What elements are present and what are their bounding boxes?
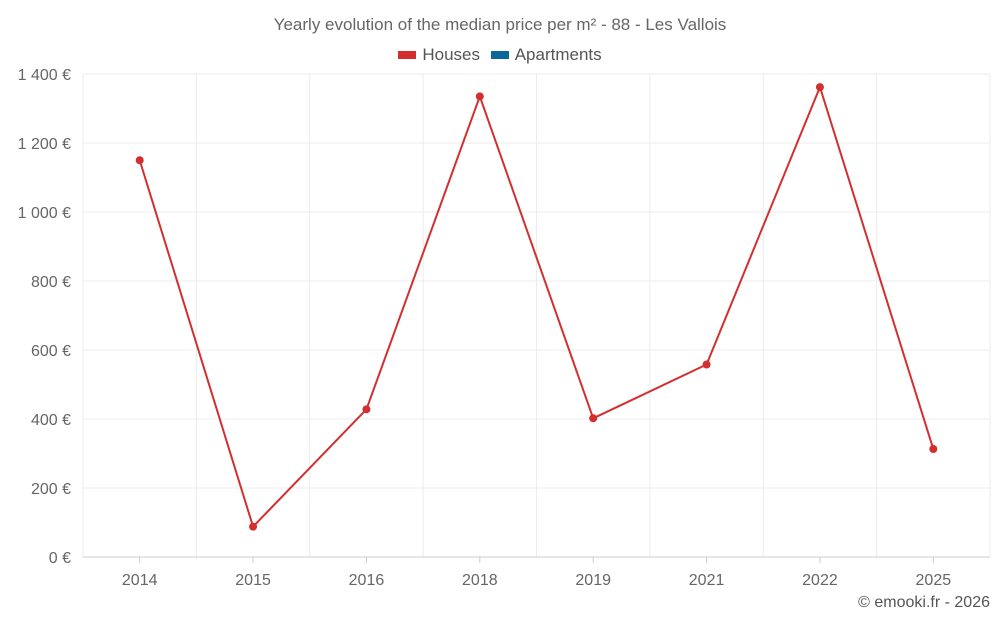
axes: 0 € 200 € 400 € 600 € 800 € 1 000 € 1 200 € 1 4…	[18, 67, 990, 589]
data-point	[475, 92, 484, 101]
legend-swatch-apartments	[490, 50, 509, 59]
x-tick-label: 2021	[689, 572, 725, 589]
series-houses	[135, 83, 938, 531]
y-tick-label: 1 400 €	[18, 67, 71, 84]
x-tick-label: 2025	[916, 572, 952, 589]
x-tick-label: 2016	[349, 572, 385, 589]
x-tick-label: 2014	[122, 572, 158, 589]
chart-title: Yearly evolution of the median price per…	[273, 15, 727, 34]
x-tick-label: 2019	[575, 572, 611, 589]
legend-item-houses[interactable]: Houses	[398, 45, 480, 65]
y-tick-label: 400 €	[31, 412, 71, 429]
series-line	[138, 86, 935, 528]
x-tick-label: 2015	[235, 572, 271, 589]
y-tick-label: 1 000 €	[18, 205, 71, 222]
y-tick-label: 600 €	[31, 343, 71, 360]
y-tick-label: 0 €	[49, 550, 71, 567]
y-tick-label: 200 €	[31, 481, 71, 498]
legend-label-houses: Houses	[422, 45, 480, 64]
x-tick-label: 2022	[802, 572, 838, 589]
data-point	[702, 360, 711, 369]
data-point	[815, 83, 824, 92]
legend-label-apartments: Apartments	[514, 45, 602, 64]
x-tick-label: 2018	[462, 572, 498, 589]
y-tick-label: 800 €	[31, 274, 71, 291]
data-point	[362, 405, 371, 414]
copyright-footer: © emooki.fr - 2026	[858, 594, 990, 611]
data-point	[589, 414, 598, 423]
y-tick-label: 1 200 €	[18, 136, 71, 153]
grid	[82, 73, 991, 557]
data-point	[929, 445, 938, 454]
data-point	[135, 156, 144, 165]
legend: Houses Apartments	[0, 45, 1000, 65]
legend-swatch-houses	[398, 50, 417, 59]
legend-item-apartments[interactable]: Apartments	[490, 45, 602, 65]
data-point	[249, 522, 258, 531]
